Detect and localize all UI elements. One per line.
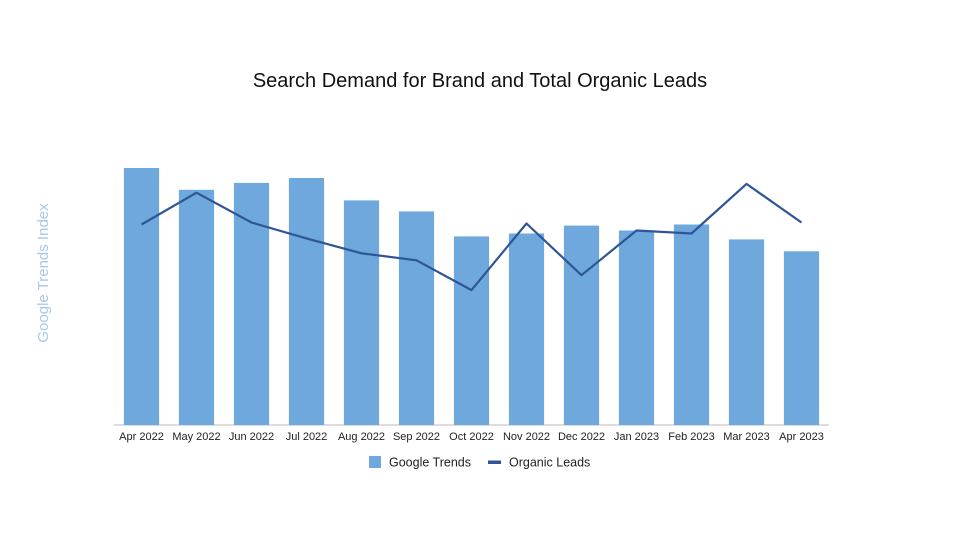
x-tick-labels: Apr 2022 May 2022 Jun 2022 Jul 2022 Aug 2022… bbox=[119, 431, 824, 443]
bar-apr-2022 bbox=[123, 168, 160, 425]
bar-apr-2023 bbox=[783, 251, 820, 425]
x-tick-label: Jun 2022 bbox=[229, 431, 274, 443]
legend-swatch-google-trends bbox=[369, 456, 381, 468]
bar-jun-2022 bbox=[233, 182, 270, 425]
legend: Google Trends Organic Leads bbox=[369, 456, 590, 470]
bar-sep-2022 bbox=[398, 211, 435, 425]
bar-aug-2022 bbox=[343, 200, 380, 425]
bar-mar-2023 bbox=[728, 239, 765, 425]
x-tick-label: Sep 2022 bbox=[393, 431, 440, 443]
x-tick-label: Jul 2022 bbox=[286, 431, 328, 443]
bar-dec-2022 bbox=[563, 225, 600, 425]
x-tick-label: Dec 2022 bbox=[558, 431, 605, 443]
legend-label-google-trends: Google Trends bbox=[389, 456, 471, 470]
legend-swatch-organic-leads bbox=[488, 460, 501, 464]
bar-jul-2022 bbox=[288, 178, 325, 425]
bar-jan-2023 bbox=[618, 230, 655, 425]
x-tick-label: Aug 2022 bbox=[338, 431, 385, 443]
bar-nov-2022 bbox=[508, 233, 545, 425]
x-tick-label: Nov 2022 bbox=[503, 431, 550, 443]
x-tick-label: Apr 2023 bbox=[779, 431, 824, 443]
y-axis-label: Google Trends Index bbox=[35, 203, 52, 343]
x-tick-label: Jan 2023 bbox=[614, 431, 659, 443]
x-tick-label: Apr 2022 bbox=[119, 431, 164, 443]
bar-may-2022 bbox=[178, 189, 215, 425]
chart-title: Search Demand for Brand and Total Organi… bbox=[253, 70, 707, 92]
x-tick-label: Mar 2023 bbox=[723, 431, 769, 443]
x-tick-label: May 2022 bbox=[172, 431, 220, 443]
x-tick-label: Oct 2022 bbox=[449, 431, 494, 443]
line-series bbox=[140, 182, 803, 292]
legend-label-organic-leads: Organic Leads bbox=[509, 456, 590, 470]
bar-feb-2023 bbox=[673, 224, 710, 425]
bar-series bbox=[123, 168, 820, 425]
x-tick-label: Feb 2023 bbox=[668, 431, 714, 443]
bar-oct-2022 bbox=[453, 236, 490, 425]
